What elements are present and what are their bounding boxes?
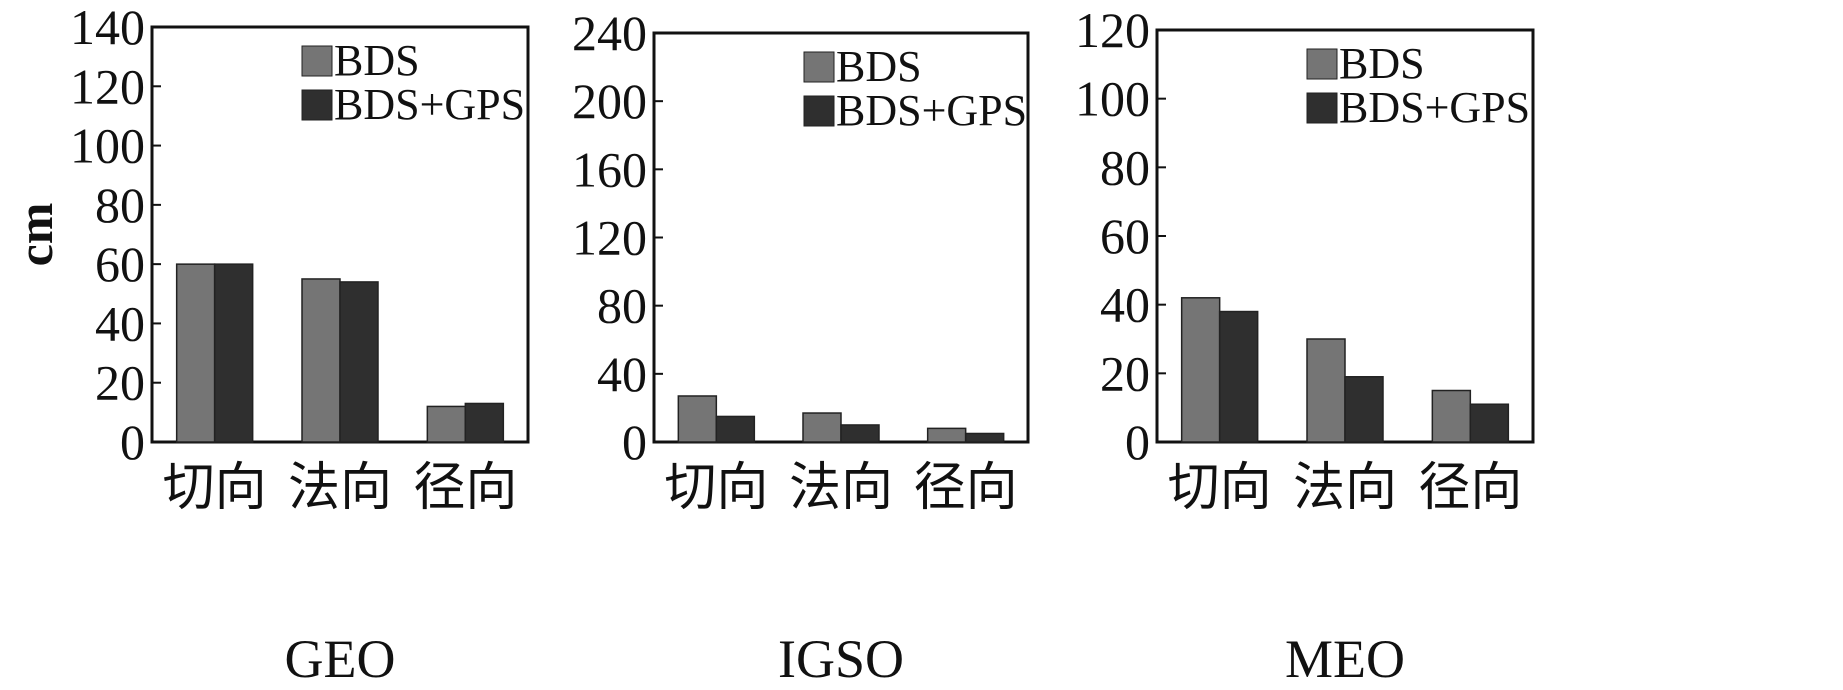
y-tick-label: 40 [597,346,647,402]
x-category-label: 法向 [288,460,392,517]
bar-bds-gps-1 [339,281,379,443]
panel-title: IGSO [778,629,904,685]
x-category-label: 径向 [914,460,1018,517]
legend-swatch [1306,92,1338,124]
x-category-label: 切向 [163,460,267,517]
x-category-label: 法向 [1293,460,1397,517]
y-tick-label: 80 [597,278,647,334]
bar-bds-gps-1 [840,424,880,443]
y-tick-label: 60 [95,236,145,292]
x-category-label: 切向 [1168,460,1272,517]
legend-label: BDS+GPS [1339,83,1530,132]
bar-bds-1 [301,278,341,443]
y-axis-label: cm [7,203,63,267]
y-tick-label: 0 [622,414,647,470]
bar-bds-gps-2 [1469,403,1510,443]
y-tick-label: 140 [70,0,145,55]
y-tick-label: 240 [572,5,647,61]
y-tick-label: 0 [120,414,145,470]
y-tick-label: 120 [70,58,145,114]
bar-bds-gps-2 [964,432,1005,443]
bar-bds-1 [1306,338,1346,443]
legend-swatch [803,51,835,83]
legend-swatch [1306,48,1338,80]
bar-bds-gps-2 [464,402,505,443]
legend-label: BDS+GPS [334,80,525,129]
bar-bds-gps-0 [213,263,254,443]
legend-label: BDS+GPS [836,86,1027,135]
x-category-label: 法向 [789,460,893,517]
y-tick-label: 80 [1100,139,1150,195]
bar-bds-0 [1180,297,1221,443]
bar-bds-gps-0 [715,415,756,443]
legend-label: BDS [334,36,420,85]
bar-bds-gps-0 [1218,310,1259,443]
x-category-label: 切向 [664,460,768,517]
y-tick-label: 20 [95,355,145,411]
bar-bds-0 [175,263,216,443]
bar-bds-0 [677,395,718,443]
legend-swatch [301,89,333,121]
y-tick-label: 20 [1100,345,1150,401]
panel-title: MEO [1285,629,1405,685]
legend-swatch [301,45,333,77]
legend-label: BDS [836,42,922,91]
bar-bds-2 [926,427,967,443]
y-tick-label: 40 [95,295,145,351]
legend-label: BDS [1339,39,1425,88]
y-tick-label: 80 [95,177,145,233]
y-tick-label: 200 [572,73,647,129]
y-tick-label: 0 [1125,414,1150,470]
y-tick-label: 60 [1100,208,1150,264]
y-tick-label: 40 [1100,277,1150,333]
y-tick-label: 100 [70,118,145,174]
x-category-label: 径向 [1418,460,1522,517]
bar-bds-2 [1431,389,1472,443]
bar-bds-2 [426,405,467,443]
y-tick-label: 100 [1075,71,1150,127]
x-category-label: 径向 [413,460,517,517]
bar-bds-1 [802,412,842,443]
y-tick-label: 120 [572,210,647,266]
panel-title: GEO [285,629,396,685]
bar-bds-gps-1 [1344,376,1384,443]
y-tick-label: 120 [1075,2,1150,58]
y-tick-label: 160 [572,141,647,197]
legend-swatch [803,95,835,127]
